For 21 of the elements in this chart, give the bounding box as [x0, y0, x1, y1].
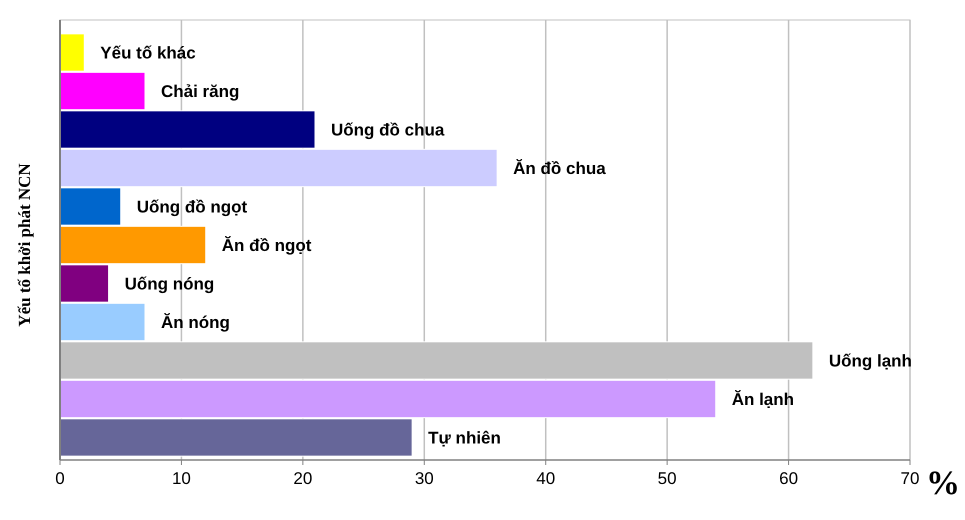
- y-tick-label: Chải răng: [161, 82, 240, 101]
- y-tick-label: Uống đồ ngọt: [136, 197, 248, 216]
- x-tick-label: 10: [172, 469, 191, 488]
- y-tick-label: Uống lạnh: [828, 351, 912, 370]
- x-axis-title: %: [926, 465, 960, 502]
- y-tick-label: Ăn đồ ngọt: [222, 234, 312, 255]
- y-axis-title: Yếu tố khởi phát NCN: [15, 162, 34, 327]
- x-tick-label: 30: [414, 469, 434, 488]
- x-tick-label: 40: [536, 469, 556, 488]
- x-tick-label: 0: [55, 469, 65, 488]
- y-tick-label: Ăn lạnh: [732, 388, 794, 409]
- x-tick-label: 70: [900, 469, 920, 488]
- y-tick-label: Ăn đồ chua: [513, 158, 606, 178]
- y-tick-label: Tự nhiên: [428, 428, 501, 448]
- y-tick-label: Uống đồ chua: [331, 120, 445, 140]
- y-tick-label: Yếu tố khác: [100, 43, 196, 62]
- x-tick-label: 60: [779, 469, 798, 488]
- y-tick-label: Ăn nóng: [161, 312, 230, 332]
- x-tick-label: 20: [293, 469, 312, 488]
- y-tick-label: Uống nóng: [124, 274, 214, 294]
- x-tick-label: 50: [658, 469, 677, 488]
